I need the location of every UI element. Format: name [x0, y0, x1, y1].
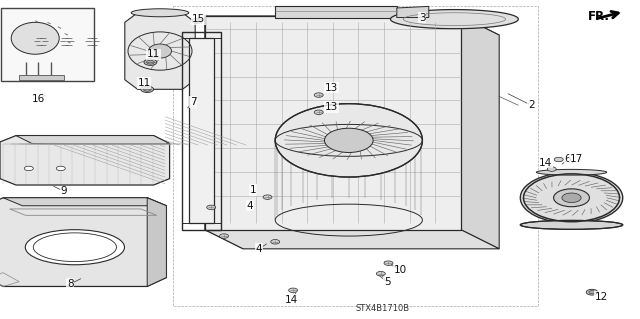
Ellipse shape	[520, 220, 623, 229]
Bar	[1, 8, 94, 81]
Ellipse shape	[12, 22, 60, 54]
Circle shape	[376, 271, 385, 276]
Circle shape	[271, 240, 280, 244]
Text: 1: 1	[250, 185, 256, 195]
Circle shape	[147, 60, 154, 64]
Text: 11: 11	[147, 49, 160, 59]
Circle shape	[56, 166, 65, 171]
Circle shape	[195, 19, 200, 22]
Circle shape	[141, 86, 154, 93]
Circle shape	[554, 157, 563, 162]
Polygon shape	[0, 198, 166, 286]
Text: 13: 13	[325, 102, 338, 112]
Polygon shape	[275, 6, 397, 18]
Circle shape	[520, 172, 623, 223]
Text: 16: 16	[32, 94, 45, 104]
Circle shape	[384, 261, 393, 265]
Circle shape	[263, 195, 272, 199]
Polygon shape	[205, 230, 499, 249]
Text: 12: 12	[595, 292, 608, 302]
Polygon shape	[205, 16, 243, 249]
Text: 10: 10	[394, 264, 406, 275]
Circle shape	[143, 87, 151, 91]
Ellipse shape	[131, 9, 189, 17]
Polygon shape	[390, 10, 518, 29]
Polygon shape	[125, 13, 195, 89]
Ellipse shape	[26, 230, 125, 265]
Bar	[19, 75, 64, 80]
Polygon shape	[16, 136, 170, 144]
Polygon shape	[205, 16, 499, 35]
Circle shape	[314, 110, 323, 115]
Circle shape	[324, 128, 373, 152]
Circle shape	[589, 291, 595, 294]
Text: 13: 13	[325, 83, 338, 93]
Polygon shape	[397, 6, 429, 18]
Circle shape	[554, 189, 589, 207]
Ellipse shape	[536, 169, 607, 175]
Text: 8: 8	[67, 279, 74, 289]
Text: 11: 11	[138, 78, 150, 88]
Polygon shape	[0, 136, 170, 185]
Circle shape	[24, 166, 33, 171]
Polygon shape	[3, 198, 166, 206]
Polygon shape	[205, 16, 461, 230]
Circle shape	[289, 288, 298, 293]
Circle shape	[192, 18, 202, 23]
Circle shape	[562, 193, 581, 203]
Text: 17: 17	[570, 154, 582, 165]
Text: 2: 2	[528, 100, 534, 110]
Text: 5: 5	[384, 277, 390, 287]
Text: 3: 3	[419, 12, 426, 23]
Circle shape	[144, 59, 157, 65]
Text: 4: 4	[246, 201, 253, 211]
Text: FR.: FR.	[588, 11, 610, 23]
Text: 7: 7	[190, 97, 196, 107]
Circle shape	[207, 205, 216, 210]
Text: 14: 14	[540, 158, 552, 168]
Text: 15: 15	[192, 14, 205, 24]
Text: 9: 9	[61, 186, 67, 197]
Circle shape	[547, 167, 556, 171]
Ellipse shape	[148, 44, 172, 58]
Circle shape	[586, 289, 598, 295]
Polygon shape	[147, 198, 166, 286]
Text: STX4B1710B: STX4B1710B	[355, 304, 410, 313]
Circle shape	[275, 104, 422, 177]
Polygon shape	[189, 38, 214, 223]
Text: 6: 6	[564, 154, 571, 165]
Text: 14: 14	[285, 295, 298, 305]
Text: 4: 4	[256, 244, 262, 254]
Polygon shape	[461, 16, 499, 249]
Circle shape	[220, 234, 228, 238]
Circle shape	[314, 93, 323, 97]
